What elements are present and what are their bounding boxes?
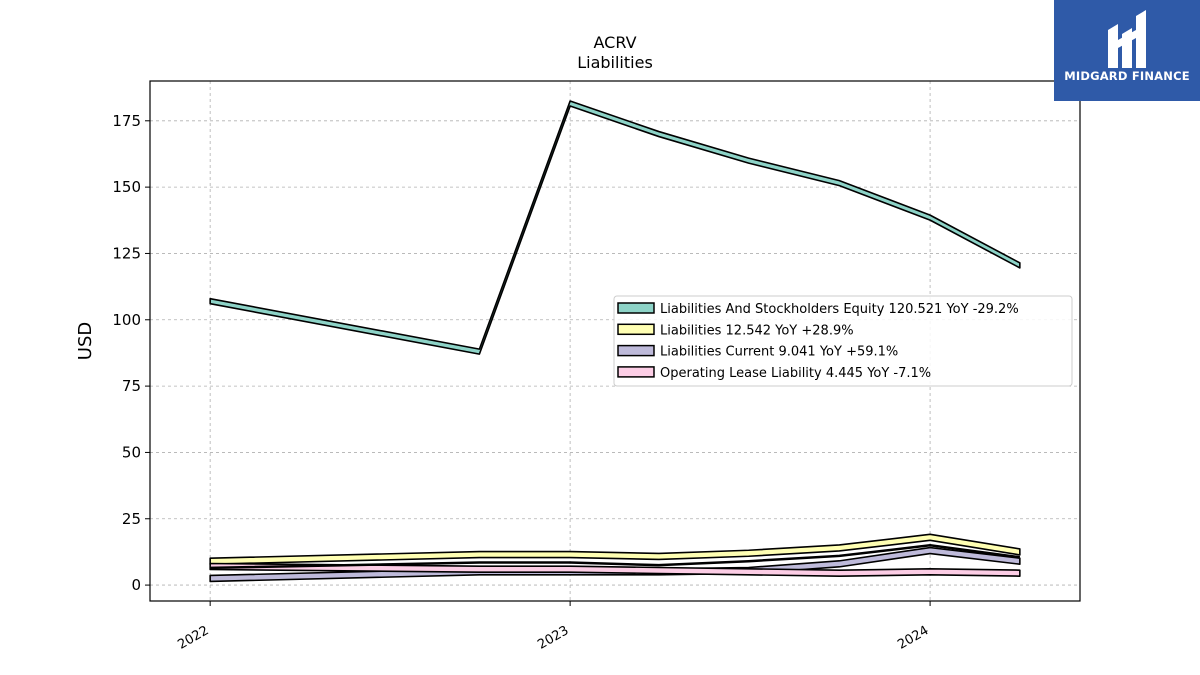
x-tick-label: 2024 bbox=[895, 623, 931, 653]
x-tick-label: 2022 bbox=[175, 623, 211, 653]
y-tick-label: 0 bbox=[131, 576, 141, 594]
legend-swatch bbox=[617, 302, 655, 314]
series-band bbox=[209, 562, 1021, 577]
y-tick-label: 175 bbox=[112, 112, 141, 130]
y-tick-label: 25 bbox=[122, 510, 141, 528]
legend-swatch bbox=[617, 366, 655, 378]
series-layer bbox=[209, 100, 1021, 583]
logo-mark-icon bbox=[1108, 10, 1146, 68]
legend-entry: Liabilities 12.542 YoY +28.9% bbox=[660, 323, 854, 338]
legend-entry: Liabilities Current 9.041 YoY +59.1% bbox=[660, 345, 898, 360]
logo: MIDGARD FINANCE bbox=[1054, 0, 1200, 101]
overlay-line bbox=[210, 544, 1021, 570]
legend: Liabilities And Stockholders Equity 120.… bbox=[613, 295, 1073, 387]
legend-entry: Liabilities And Stockholders Equity 120.… bbox=[660, 302, 1019, 317]
y-tick-label: 100 bbox=[112, 311, 141, 329]
chart-subtitle: Liabilities bbox=[577, 53, 653, 72]
logo-text: MIDGARD FINANCE bbox=[1064, 69, 1190, 83]
series-band bbox=[209, 533, 1021, 566]
x-tick-label: 2023 bbox=[535, 623, 571, 653]
y-axis-label: USD bbox=[75, 322, 96, 360]
y-tick-label: 50 bbox=[122, 443, 141, 461]
plot-frame bbox=[149, 80, 1081, 602]
series-band bbox=[209, 100, 1021, 355]
legend-swatch bbox=[617, 323, 655, 336]
chart-title: ACRV bbox=[593, 33, 636, 52]
y-tick-label: 125 bbox=[112, 244, 141, 262]
legend-box bbox=[613, 295, 1073, 387]
legend-entry: Operating Lease Liability 4.445 YoY -7.1… bbox=[660, 366, 931, 381]
y-tick-label: 75 bbox=[122, 377, 141, 395]
legend-swatch bbox=[617, 344, 655, 357]
y-tick-label: 150 bbox=[112, 178, 141, 196]
